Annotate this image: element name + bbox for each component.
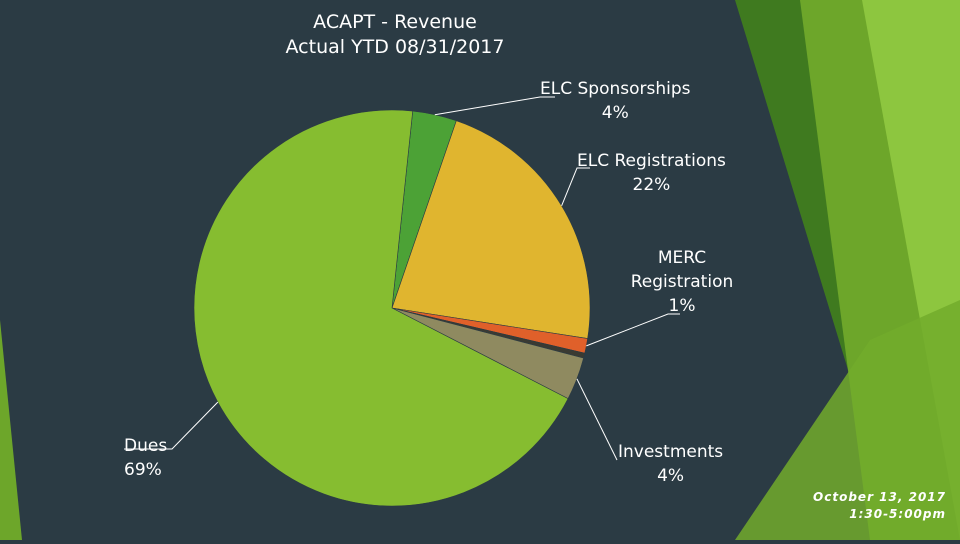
chart-title-line-2: Actual YTD 08/31/2017 [285,36,505,58]
label-elc-registrations: ELC Registrations 22% [577,149,726,197]
date-line-2: 1:30-5:00pm [849,507,946,521]
label-dues-name: Dues [124,436,168,456]
label-merc-registration-name: MERC Registration [630,248,734,292]
label-investments-pct: 4% [657,466,685,486]
background-shape-bottom [735,300,960,540]
label-merc-registration: MERC Registration 1% [623,246,741,318]
label-elc-sponsorships: ELC Sponsorships 4% [540,77,691,125]
leader-line-dues [124,401,219,450]
leader-line-elc-sponsorships [434,96,555,116]
leader-line-merc-registration [586,313,680,347]
label-investments-name: Investments [618,442,724,462]
label-elc-registrations-name: ELC Registrations [577,151,726,171]
label-investments: Investments 4% [618,440,723,488]
label-dues-pct: 69% [124,460,162,480]
label-dues: Dues 69% [124,434,167,482]
label-elc-sponsorships-pct: 4% [601,103,629,123]
date-line-1: October 13, 2017 [813,490,946,504]
chart-title: ACAPT - Revenue Actual YTD 08/31/2017 [240,10,550,60]
leader-line-investments [576,378,618,461]
background-shape-left [0,320,22,540]
date-footer: October 13, 2017 1:30-5:00pm [813,489,946,523]
label-elc-sponsorships-name: ELC Sponsorships [540,79,691,99]
label-elc-registrations-pct: 22% [632,175,671,195]
leader-line-elc-registrations [561,167,590,206]
chart-title-line-1: ACAPT - Revenue [313,11,477,33]
label-merc-registration-pct: 1% [668,296,696,316]
